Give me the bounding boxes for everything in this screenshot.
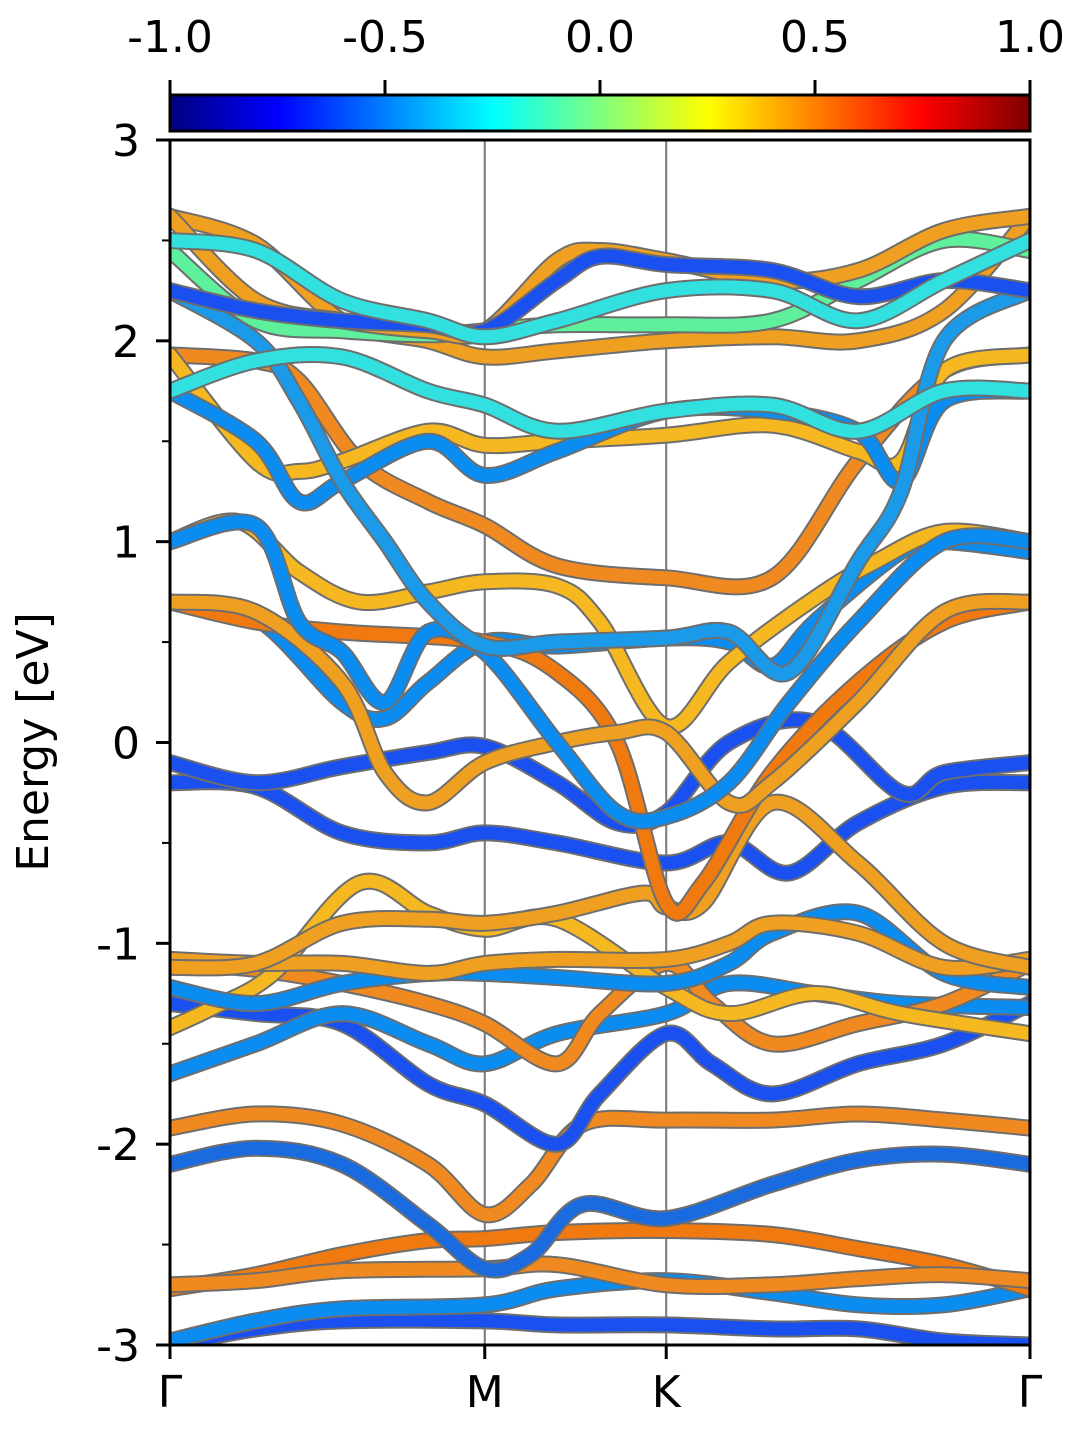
band-line [170,1257,1030,1294]
colorbar: -1.0 -0.5 0.0 0.5 1.0 [127,12,1065,133]
y-tick-label: 3 [112,116,140,167]
band-b30 [170,231,1030,346]
band-b17 [170,593,1030,922]
colorbar-tick-label: -1.0 [127,12,213,63]
band-b25 [170,345,1030,440]
plot-area: 3 2 1 0 -1 -2 -3 Γ M K Γ [96,116,1043,1418]
band-b13 [170,773,1030,882]
band-line [170,795,1030,975]
band-line [170,514,1030,734]
band-b24 [170,282,1030,683]
y-tick-label: 0 [112,719,140,770]
colorbar-gradient [168,93,1032,133]
band-line [170,916,1030,980]
y-tick-label: 1 [112,518,140,569]
x-tick-label: M [466,1367,504,1418]
band-b4 [170,1255,1030,1296]
band-b15 [170,793,1030,977]
y-tick-label: -3 [96,1321,140,1372]
colorbar-tick-label: 1.0 [995,12,1065,63]
band-line [170,515,1030,828]
colorbar-tick-label: 0.0 [565,12,635,63]
band-b26 [170,207,1030,366]
band-b1 [170,1311,1030,1345]
band-line [170,284,1030,681]
band-b20 [170,513,1030,830]
x-tick-label: Γ [1018,1367,1043,1418]
y-axis-label: Energy [eV] [8,612,59,872]
band-b12 [170,914,1030,982]
colorbar-tick-label: -0.5 [342,12,428,63]
band-b11 [170,903,1030,1013]
band-b29 [170,247,1030,342]
band-line [170,594,1030,812]
band-line [170,775,1030,880]
band-line [170,595,1030,920]
band-line [170,209,1030,364]
band-line [170,997,1030,1151]
band-line [170,1313,1030,1345]
band-b7 [170,995,1030,1153]
y-tick-label: -2 [96,1120,140,1171]
colorbar-tick-label: 0.5 [780,12,850,63]
band-line [170,1223,1030,1296]
band-line [170,233,1030,344]
band-b19 [170,592,1030,814]
band-b18 [170,512,1030,736]
band-line [170,1141,1030,1277]
band-line [170,249,1030,340]
y-tick-label: -1 [96,919,140,970]
x-tick-label: K [652,1367,682,1418]
band-b3 [170,1221,1030,1298]
x-tick-label: Γ [158,1367,183,1418]
band-b5 [170,1139,1030,1279]
y-tick-label: 2 [112,317,140,368]
band-line [170,905,1030,1011]
band-line [170,347,1030,438]
